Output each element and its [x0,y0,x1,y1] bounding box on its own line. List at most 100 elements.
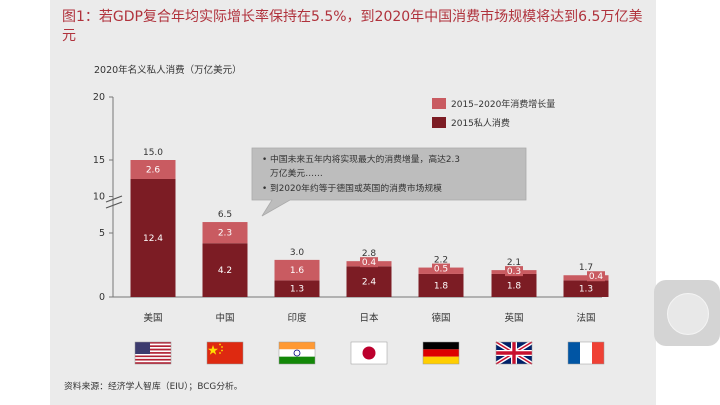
bar-base [346,266,392,297]
flag-border [422,341,460,365]
flag-band [423,349,459,357]
callout-line: 万亿美元…… [270,167,323,179]
flag-band [279,342,315,350]
bar-base [130,178,176,297]
flag-stripe [135,353,171,356]
growth-value-label: 0.4 [362,258,377,268]
legend-swatch-base [432,117,446,128]
bar-base [202,243,248,297]
flag-band [279,349,315,357]
growth-label-box [432,263,450,274]
growth-value-label: 2.6 [146,165,161,175]
china-flag [206,341,244,365]
flag-band [423,342,459,350]
flag-stripe [135,357,171,359]
india-flag [278,341,316,365]
flag-stripe [135,360,171,363]
callout-line: • 到2020年约等于德国或英国的消费市场规模 [262,182,442,194]
flag-star [219,343,221,346]
bar-growth [563,275,609,281]
x-tick-label: 法国 [576,312,595,324]
growth-value-label: 0.5 [434,265,448,275]
japan-flag [350,341,388,365]
flag-border [495,341,533,365]
growth-label-box [360,257,378,268]
bar-growth [202,222,248,244]
flag-stripe [135,358,171,361]
x-tick-label: 日本 [359,312,379,324]
growth-value-label: 0.3 [507,267,521,277]
circle-icon [667,293,709,335]
axis-break-mark [105,195,123,209]
x-tick-label: 美国 [143,312,162,324]
y-tick-label: 15 [93,155,105,166]
flag-border [567,341,605,365]
y-tick-label: 10 [93,192,105,203]
france-flag [567,341,605,365]
y-tick-label: 0 [99,292,105,303]
y-tick-label: 20 [93,92,105,103]
growth-label-box [505,266,523,277]
flag-stripe [135,362,171,364]
bar-base [563,280,609,297]
growth-value-label: 0.4 [589,272,604,282]
floating-action-button[interactable] [654,280,720,346]
flag-stripe [135,347,171,349]
callout-line: • 中国未来五年内将实现最大的消费增量，高达2.3 [262,153,460,165]
base-value-label: 1.8 [507,281,522,291]
flag-star [208,345,218,355]
flag-stripe [135,352,171,354]
base-value-label: 1.8 [434,281,449,291]
germany-flag [422,341,460,365]
flag-field [207,342,243,364]
growth-value-label: 2.3 [218,229,232,239]
x-tick-label: 英国 [504,312,523,324]
flag-star [221,349,223,352]
uk-flag [494,340,534,366]
flag-band [580,342,592,364]
x-tick-label: 中国 [215,312,234,324]
y-axis-label: 2020年名义私人消费（万亿美元） [94,64,242,76]
total-label: 2.8 [362,249,377,259]
base-value-label: 12.4 [143,234,163,244]
legend-label-base: 2015私人消费 [451,117,510,129]
flag-star [219,352,221,354]
flag-border [278,341,316,365]
total-label: 1.7 [579,263,593,273]
callout: • 中国未来五年内将实现最大的消费增量，高达2.3 万亿美元…… • 到2020年约… [251,147,527,217]
flag-sun [362,346,376,360]
x-tick-label: 印度 [287,312,307,324]
flag-stripe [135,345,171,348]
total-label: 2.2 [434,256,448,266]
bar-growth [274,259,320,281]
x-tick-label: 德国 [431,312,450,324]
bar-growth [130,160,176,179]
legend-label-growth: 2015–2020年消费增长量 [451,98,555,110]
legend: 2015–2020年消费增长量 2015私人消费 [432,98,555,129]
flag-band [568,342,580,364]
total-label: 6.5 [218,210,232,220]
total-label: 15.0 [143,148,163,158]
flag-border [134,341,172,365]
flag-band [423,356,459,364]
flag-band [592,342,604,364]
flag-cross [496,342,532,364]
bars: 15.0 12.4 2.6 美国 6.5 4.2 2.3 中国 3.0 1.3 1.6 印度 2.8 2.… [130,148,609,324]
page-title: 图1：若GDP复合年均实际增长率保持在5.5%，到2020年中国消费市场规模将达… [62,9,643,44]
flags [134,340,605,366]
bar-base [274,280,320,297]
base-value-label: 1.3 [579,285,593,295]
us-flag [134,341,172,365]
callout-box [251,147,527,217]
base-value-label: 4.2 [218,266,232,276]
flag-star [221,346,223,348]
flag-canton [135,342,150,354]
flag-band [279,356,315,364]
growth-label-box [587,271,605,282]
legend-swatch-growth [432,98,446,109]
bar-base [418,273,464,297]
base-value-label: 2.4 [362,278,377,288]
flag-wheel [293,349,301,357]
source-note: 资料来源：经济学人智库（EIU）；BCG分析。 [64,380,243,392]
flag-stripe [135,355,171,358]
